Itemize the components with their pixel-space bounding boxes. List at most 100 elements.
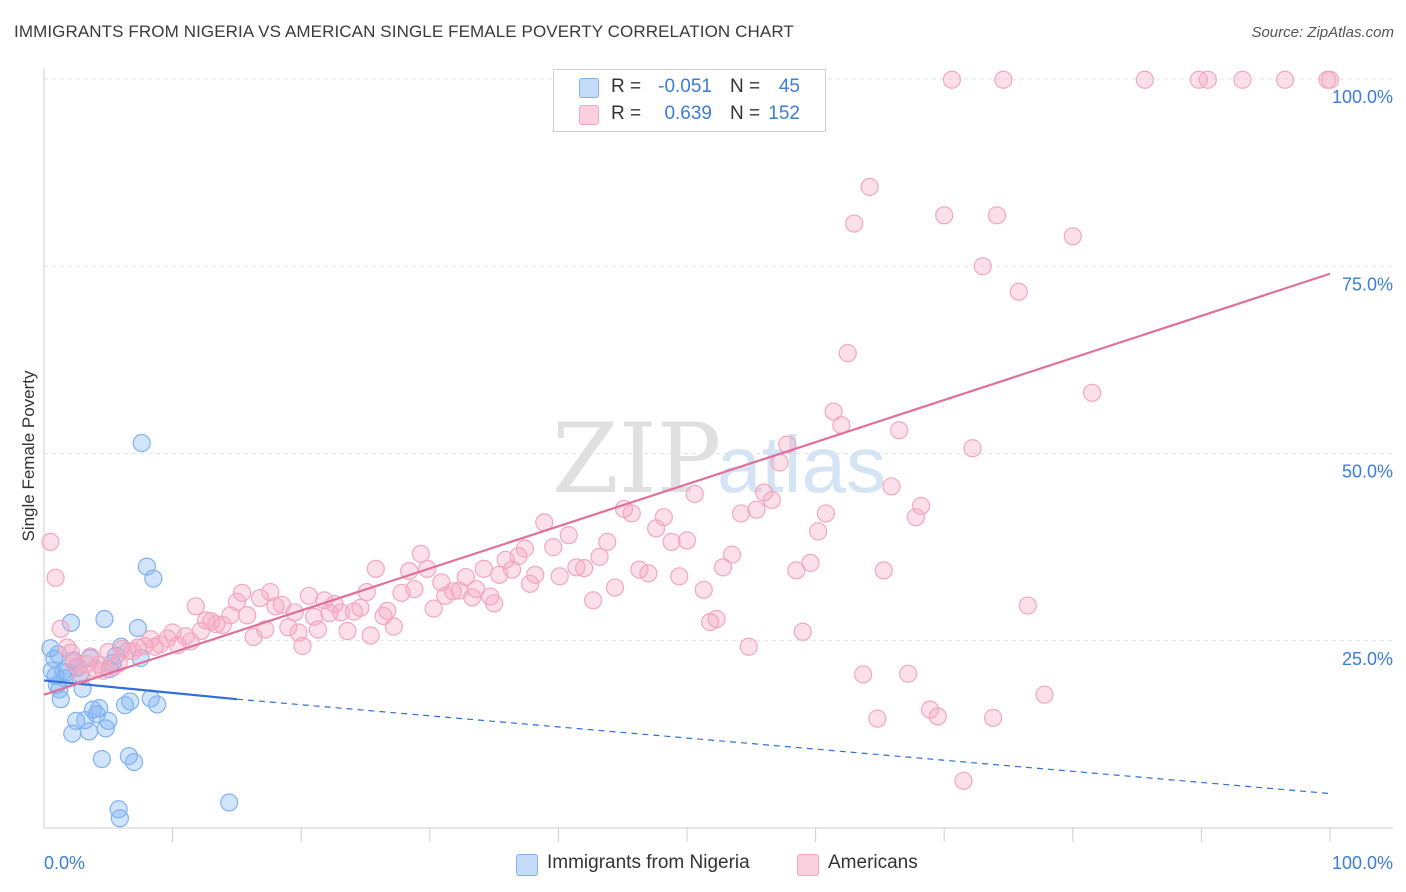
point-americans (424, 599, 443, 618)
point-americans (232, 583, 252, 602)
point-americans (41, 532, 60, 551)
point-americans (707, 609, 726, 629)
point-americans (384, 617, 403, 636)
point-americans (801, 553, 820, 572)
y-axis-label: Single Female Poverty (19, 370, 38, 542)
legend-r-value: 0.639 (664, 103, 712, 124)
point-americans (882, 477, 901, 496)
source-label: Source: ZipAtlas.com (1251, 24, 1394, 41)
point-americans (899, 664, 918, 683)
point-americans (983, 708, 1003, 727)
point-americans (485, 594, 504, 613)
point-americans (400, 561, 419, 581)
point-americans (824, 402, 843, 421)
point-americans (361, 626, 380, 645)
data-points (41, 70, 1340, 828)
point-americans (739, 637, 758, 656)
point-americans (860, 177, 879, 196)
point-americans (279, 618, 298, 637)
correlation-legend: R = -0.051 N = 45 R = 0.639 N = 152 (553, 69, 826, 132)
point-americans (575, 558, 594, 578)
point-americans (670, 567, 689, 586)
point-americans (845, 214, 864, 233)
axes (43, 68, 1393, 842)
point-americans (366, 559, 385, 578)
point-americans (456, 567, 475, 587)
point-americans (186, 597, 205, 616)
legend-n-label: N = (730, 76, 761, 97)
point-americans (787, 561, 806, 580)
trend-line-americans (43, 272, 1331, 696)
point-americans (261, 582, 280, 602)
point-americans (331, 603, 351, 622)
point-americans (906, 508, 926, 527)
point-americans (1198, 70, 1217, 89)
point-americans (202, 612, 221, 631)
point-americans (46, 568, 65, 587)
y-tick-label: 75.0% (1342, 274, 1393, 294)
point-americans (809, 522, 828, 541)
point-americans (778, 435, 797, 454)
point-americans (567, 558, 586, 577)
point-americans (250, 588, 270, 608)
point-americans (118, 642, 137, 661)
point-americans (920, 700, 940, 719)
y-tick-label: 100.0% (1332, 87, 1393, 107)
tick-labels: 25.0% 50.0% 75.0% 100.0% 0.0% 100.0% (44, 87, 1393, 873)
point-americans (994, 70, 1013, 89)
legend-n-value: 45 (778, 76, 800, 97)
point-americans (521, 574, 540, 593)
legend-r-value: -0.051 (658, 76, 712, 97)
point-americans (605, 578, 625, 597)
trend-line-nigeria-extrapolated (236, 698, 1331, 795)
watermark-atlas: atlas (717, 420, 886, 509)
point-americans (1275, 70, 1295, 89)
point-americans (289, 623, 308, 642)
point-nigeria (61, 613, 81, 632)
point-americans (838, 344, 857, 363)
point-americans (987, 206, 1007, 225)
point-nigeria (79, 722, 99, 741)
point-americans (299, 586, 319, 605)
point-nigeria (121, 692, 140, 711)
point-nigeria (124, 752, 144, 772)
point-americans (256, 620, 275, 639)
point-americans (622, 504, 641, 523)
point-americans (1009, 282, 1028, 301)
point-americans (1063, 227, 1082, 246)
point-americans (868, 709, 887, 728)
point-americans (654, 508, 673, 527)
point-americans (973, 257, 992, 276)
point-americans (942, 70, 962, 89)
point-americans (1320, 70, 1340, 89)
point-americans (722, 545, 742, 564)
point-nigeria (110, 809, 129, 828)
point-nigeria (92, 749, 111, 769)
point-nigeria (95, 609, 114, 629)
point-americans (755, 483, 774, 502)
legend-row-americans: R = 0.639 N = 152 (554, 101, 825, 127)
point-americans (266, 597, 285, 616)
point-americans (598, 532, 617, 551)
point-americans (685, 484, 704, 504)
point-americans (747, 500, 766, 519)
point-americans (963, 439, 982, 458)
point-americans (911, 496, 931, 516)
point-nigeria (99, 711, 118, 730)
legend-r-label: R = (611, 103, 642, 124)
watermark-zip: ZIP (552, 403, 721, 515)
point-nigeria (90, 699, 109, 718)
point-americans (544, 538, 563, 557)
point-americans (1018, 596, 1037, 615)
point-americans (550, 567, 569, 586)
point-americans (378, 601, 397, 620)
gridlines (44, 78, 1393, 642)
point-americans (351, 598, 370, 617)
point-americans (874, 561, 893, 580)
point-americans (515, 539, 535, 558)
point-americans (590, 547, 609, 566)
point-nigeria (51, 690, 70, 709)
point-americans (1082, 383, 1102, 402)
y-tick-label: 25.0% (1342, 649, 1393, 669)
